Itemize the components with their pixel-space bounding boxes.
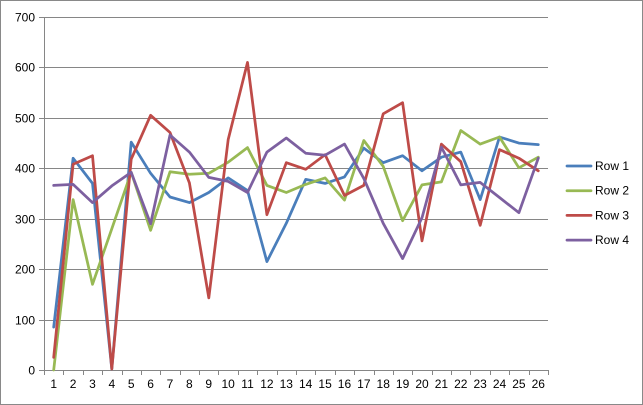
x-tick-label: 19 bbox=[396, 377, 410, 391]
legend-label: Row 1 bbox=[595, 159, 629, 173]
legend-item-row-1: Row 1 bbox=[565, 159, 629, 173]
x-tick-label: 7 bbox=[167, 377, 174, 391]
x-tick-label: 20 bbox=[415, 377, 429, 391]
x-tick-label: 5 bbox=[128, 377, 135, 391]
x-tick-label: 8 bbox=[186, 377, 193, 391]
x-tick-label: 17 bbox=[357, 377, 371, 391]
x-tick-label: 11 bbox=[241, 377, 254, 391]
y-tick-label: 700 bbox=[15, 11, 35, 25]
legend: Row 1 Row 2 Row 3 Row 4 bbox=[565, 159, 629, 247]
legend-label: Row 2 bbox=[595, 184, 629, 198]
x-tick-label: 12 bbox=[260, 377, 274, 391]
x-tick-label: 15 bbox=[318, 377, 332, 391]
x-tick-label: 18 bbox=[377, 377, 391, 391]
x-tick-label: 14 bbox=[299, 377, 313, 391]
x-tick-label: 21 bbox=[435, 377, 449, 391]
x-tick-label: 16 bbox=[338, 377, 352, 391]
x-tick-label: 2 bbox=[70, 377, 77, 391]
y-tick-label: 300 bbox=[15, 213, 35, 227]
legend-item-row-4: Row 4 bbox=[565, 233, 629, 247]
y-tick-label: 600 bbox=[15, 61, 35, 75]
series-line-row-3 bbox=[52, 61, 540, 371]
x-tick-label: 1 bbox=[50, 377, 57, 391]
x-tick-label: 23 bbox=[473, 377, 487, 391]
y-tick-label: 100 bbox=[15, 314, 35, 328]
legend-label: Row 3 bbox=[595, 208, 629, 222]
x-tick-label: 4 bbox=[109, 377, 116, 391]
x-tick-label: 26 bbox=[532, 377, 546, 391]
x-tick-label: 22 bbox=[454, 377, 468, 391]
x-tick-label: 24 bbox=[493, 377, 507, 391]
y-tick-label: 400 bbox=[15, 162, 35, 176]
series-line-row-1 bbox=[52, 135, 540, 371]
x-tick-label: 10 bbox=[221, 377, 235, 391]
y-tick-label: 500 bbox=[15, 112, 35, 126]
x-tick-label: 13 bbox=[280, 377, 294, 391]
legend-item-row-2: Row 2 bbox=[565, 184, 629, 198]
x-tick-label: 9 bbox=[205, 377, 212, 391]
y-tick-label: 0 bbox=[28, 364, 35, 378]
y-tick-label: 200 bbox=[15, 263, 35, 277]
legend-item-row-3: Row 3 bbox=[565, 208, 629, 222]
legend-label: Row 4 bbox=[595, 233, 629, 247]
x-tick-label: 6 bbox=[147, 377, 154, 391]
series-line-row-4 bbox=[52, 133, 540, 260]
x-tick-label: 25 bbox=[512, 377, 526, 391]
x-tick-label: 3 bbox=[89, 377, 96, 391]
series-lines bbox=[52, 61, 540, 372]
